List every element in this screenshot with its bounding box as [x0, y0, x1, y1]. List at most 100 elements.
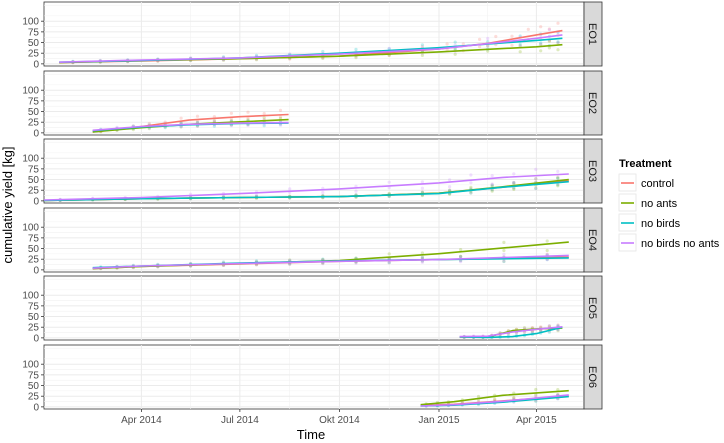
- observation-point: [522, 326, 527, 330]
- observation-point: [459, 248, 463, 252]
- observation-point: [534, 387, 538, 392]
- observation-point: [476, 394, 481, 399]
- series-line-no-birds: [459, 326, 563, 339]
- observation-point: [502, 259, 506, 263]
- y-axis-title: cumulative yield [kg]: [0, 146, 15, 263]
- series-line-no-ants: [420, 389, 569, 406]
- observation-point: [556, 184, 560, 188]
- x-tick-label: Okt 2014: [319, 415, 360, 426]
- observation-point: [545, 239, 549, 243]
- observation-point: [254, 53, 259, 58]
- y-tick-label: 25: [28, 323, 40, 334]
- observation-point: [469, 181, 473, 185]
- observation-point: [254, 259, 259, 263]
- legend-label: no birds no ants: [641, 238, 720, 250]
- observation-point: [278, 108, 283, 112]
- observation-point: [212, 115, 216, 119]
- observation-point: [212, 119, 216, 123]
- y-tick-label: 0: [33, 265, 39, 276]
- observation-point: [254, 193, 259, 197]
- facet-strip: [583, 344, 603, 410]
- y-tick-label: 100: [22, 154, 39, 165]
- observation-point: [556, 41, 560, 45]
- y-tick-label: 100: [22, 360, 39, 371]
- observation-point: [459, 260, 463, 264]
- observation-point: [518, 44, 522, 48]
- observation-point: [534, 177, 538, 181]
- observation-point: [459, 255, 463, 259]
- observation-point: [387, 261, 391, 265]
- series-line-no-birds-no-ants: [92, 254, 569, 269]
- y-tick-label: 50: [28, 38, 40, 49]
- observation-point: [486, 44, 490, 48]
- observation-point: [494, 34, 498, 39]
- observation-point: [469, 191, 473, 195]
- observation-point: [262, 111, 266, 116]
- observation-point: [387, 180, 391, 184]
- observation-point: [556, 40, 560, 45]
- observation-point: [469, 173, 473, 177]
- panels-layer: 0255075100EO10255075100EO20255075100EO30…: [22, 1, 603, 413]
- facet-strip-label: EO6: [586, 366, 598, 388]
- observation-point: [512, 396, 516, 400]
- observation-point: [502, 248, 506, 253]
- y-tick-label: 50: [28, 175, 40, 186]
- observation-point: [518, 44, 522, 48]
- observation-point: [321, 190, 325, 195]
- legend-item-no-birds-no-ants: no birds no ants: [618, 233, 720, 252]
- observation-point: [229, 117, 233, 121]
- observation-point: [354, 261, 358, 265]
- facet-strip: [583, 70, 603, 136]
- observation-point: [420, 43, 424, 47]
- y-tick-label: 25: [28, 118, 40, 129]
- observation-point: [478, 45, 482, 49]
- observation-point: [545, 252, 549, 256]
- observation-point: [547, 39, 552, 43]
- series-line-no-birds-no-ants: [92, 121, 289, 132]
- observation-point: [321, 257, 325, 261]
- observation-point: [420, 260, 424, 264]
- facet-strip: [583, 1, 603, 67]
- observation-point: [556, 169, 560, 173]
- observation-point: [539, 42, 543, 47]
- observation-point: [512, 181, 516, 185]
- observation-point: [229, 124, 233, 128]
- y-tick-label: 0: [33, 402, 39, 413]
- observation-point: [448, 185, 452, 189]
- observation-point: [556, 323, 560, 327]
- observation-point: [512, 180, 516, 185]
- observation-point: [512, 181, 516, 185]
- observation-point: [493, 397, 497, 401]
- observation-point: [420, 53, 424, 58]
- observation-point: [221, 194, 226, 198]
- observation-point: [490, 189, 494, 193]
- observation-point: [459, 254, 463, 259]
- observation-point: [534, 393, 538, 397]
- observation-point: [556, 48, 560, 52]
- observation-point: [539, 49, 543, 53]
- observation-point: [179, 116, 183, 120]
- y-tick-label: 75: [28, 233, 40, 244]
- observation-point: [387, 261, 391, 265]
- legend-title: Treatment: [619, 158, 672, 170]
- observation-point: [262, 116, 266, 120]
- series-line-no-birds-no-ants: [43, 173, 569, 201]
- observation-point: [510, 43, 514, 47]
- observation-point: [147, 121, 151, 126]
- legend-items: control no ants no birds no birds no ants: [618, 173, 720, 252]
- observation-point: [490, 174, 494, 178]
- legend-item-control: control: [618, 173, 674, 192]
- y-tick-label: 100: [22, 17, 39, 28]
- observation-point: [195, 124, 200, 128]
- observation-point: [534, 186, 538, 190]
- observation-point: [539, 41, 543, 45]
- observation-point: [556, 21, 560, 25]
- observation-point: [469, 185, 473, 189]
- observation-point: [556, 175, 560, 179]
- x-tick-label: Jul 2014: [221, 415, 259, 426]
- observation-point: [530, 330, 535, 334]
